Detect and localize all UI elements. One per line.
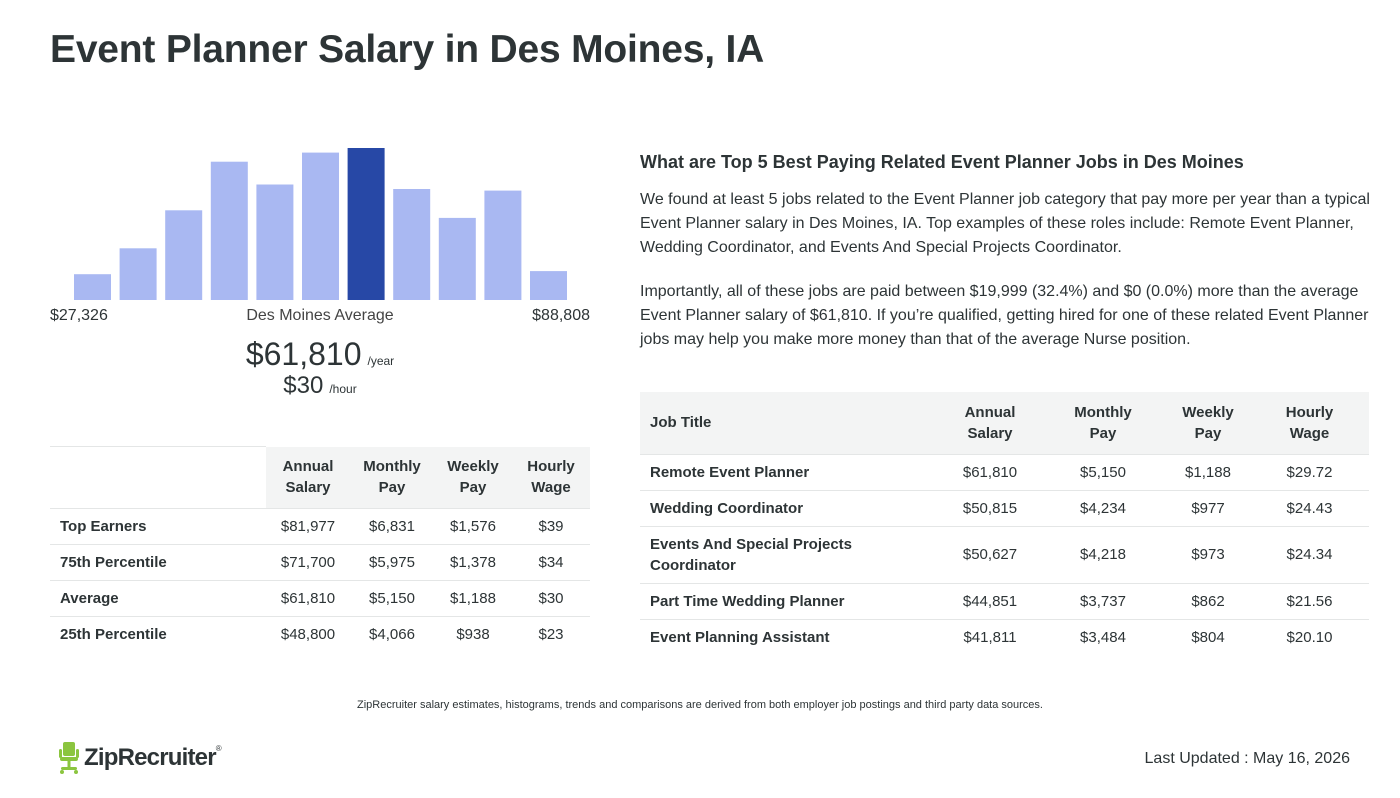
header-annual-salary: Annual Salary [940, 392, 1040, 454]
cell-annual: $44,851 [940, 582, 1040, 619]
cell-monthly: $4,066 [350, 616, 434, 653]
row-label: Average [50, 580, 266, 617]
cell-weekly: $938 [434, 616, 512, 653]
job-title: Event Planning Assistant [640, 618, 940, 655]
salary-histogram [74, 148, 567, 300]
header-weekly-pay: Weekly Pay [434, 446, 512, 509]
percentile-table: Annual Salary Monthly Pay Weekly Pay Hourly… [50, 446, 590, 653]
cell-monthly: $4,218 [1040, 525, 1166, 583]
data-source-footnote: ZipRecruiter salary estimates, histogram… [357, 699, 1043, 711]
table-row: Wedding Coordinator $50,815 $4,234 $977 … [640, 489, 1369, 526]
cell-hourly: $23 [512, 616, 590, 653]
job-title: Remote Event Planner [640, 453, 940, 490]
histogram-bar [302, 152, 339, 300]
cell-hourly: $30 [512, 580, 590, 617]
row-label: Top Earners [50, 508, 266, 545]
histogram-bar [530, 271, 567, 300]
related-jobs-paragraph-2: Importantly, all of these jobs are paid … [640, 283, 1369, 348]
header-monthly-pay: Monthly Pay [350, 446, 434, 509]
average-annual-unit: /year [367, 354, 395, 368]
cell-annual: $71,700 [266, 544, 350, 581]
row-label: 25th Percentile [50, 616, 266, 653]
average-hourly-value: $30 [283, 372, 324, 399]
table-header-row: Job Title Annual Salary Monthly Pay Weekly… [640, 392, 1369, 454]
table-row: Event Planning Assistant $41,811 $3,484 … [640, 618, 1369, 655]
histogram-bar [210, 161, 248, 300]
table-row: Average $61,810 $5,150 $1,188 $30 [50, 580, 590, 617]
cell-weekly: $973 [1166, 525, 1250, 583]
cell-monthly: $6,831 [350, 508, 434, 545]
related-jobs-heading: What are Top 5 Best Paying Related Event… [640, 152, 1244, 172]
table-row: Part Time Wedding Planner $44,851 $3,737… [640, 582, 1369, 619]
cell-monthly: $3,484 [1040, 618, 1166, 655]
header-job-title: Job Title [640, 392, 940, 454]
histogram-bar [256, 184, 294, 300]
header-weekly-pay: Weekly Pay [1166, 392, 1250, 454]
cell-hourly: $24.34 [1250, 525, 1369, 583]
table-row: Events And Special Projects Coordinator $… [640, 525, 1369, 583]
page-title: Event Planner Salary in Des Moines, IA [50, 28, 765, 71]
cell-hourly: $21.56 [1250, 582, 1369, 619]
histogram-bar [438, 217, 476, 300]
cell-hourly: $34 [512, 544, 590, 581]
cell-monthly: $5,975 [350, 544, 434, 581]
cell-annual: $50,627 [940, 525, 1040, 583]
cell-weekly: $1,188 [434, 580, 512, 617]
histogram-bar [393, 189, 431, 300]
header-hourly-wage: Hourly Wage [1250, 392, 1369, 454]
cell-weekly: $1,188 [1166, 453, 1250, 490]
cell-monthly: $5,150 [350, 580, 434, 617]
histogram-bar [74, 274, 111, 300]
related-jobs-table: Job Title Annual Salary Monthly Pay Weekly… [640, 392, 1369, 655]
cell-annual: $50,815 [940, 489, 1040, 526]
average-annual: $61,810/year [50, 336, 590, 373]
range-average-label: Des Moines Average [246, 307, 394, 324]
job-title: Part Time Wedding Planner [640, 582, 940, 619]
cell-hourly: $39 [512, 508, 590, 545]
cell-hourly: $29.72 [1250, 453, 1369, 490]
cell-weekly: $977 [1166, 489, 1250, 526]
cell-annual: $41,811 [940, 618, 1040, 655]
average-hourly: $30/hour [50, 372, 590, 400]
salary-range: $27,326 Des Moines Average $88,808 [50, 307, 590, 329]
cell-monthly: $4,234 [1040, 489, 1166, 526]
table-row: 75th Percentile $71,700 $5,975 $1,378 $3… [50, 544, 590, 581]
cell-weekly: $804 [1166, 618, 1250, 655]
cell-weekly: $862 [1166, 582, 1250, 619]
header-hourly-wage: Hourly Wage [512, 446, 590, 509]
average-hourly-unit: /hour [329, 382, 357, 396]
table-header-row: Annual Salary Monthly Pay Weekly Pay Hourly… [50, 446, 590, 509]
cell-annual: $61,810 [940, 453, 1040, 490]
range-min-label: $27,326 [50, 307, 108, 324]
histogram-bar-average [347, 148, 385, 300]
logo-text: ZipRecruiter® [84, 744, 222, 771]
chair-icon [59, 742, 79, 774]
cell-annual: $48,800 [266, 616, 350, 653]
related-jobs-paragraph-1: We found at least 5 jobs related to the … [640, 191, 1370, 256]
header-monthly-pay: Monthly Pay [1040, 392, 1166, 454]
histogram-bar [119, 248, 157, 300]
job-title: Wedding Coordinator [640, 489, 940, 526]
cell-monthly: $5,150 [1040, 453, 1166, 490]
table-row: 25th Percentile $48,800 $4,066 $938 $23 [50, 616, 590, 653]
job-title: Events And Special Projects Coordinator [640, 525, 940, 583]
table-row: Remote Event Planner $61,810 $5,150 $1,1… [640, 453, 1369, 490]
last-updated: Last Updated : May 16, 2026 [1144, 750, 1350, 767]
histogram-bar [484, 190, 522, 300]
cell-weekly: $1,378 [434, 544, 512, 581]
header-blank [50, 446, 266, 509]
average-annual-value: $61,810 [245, 336, 362, 372]
ziprecruiter-logo[interactable]: ZipRecruiter® [58, 740, 222, 776]
row-label: 75th Percentile [50, 544, 266, 581]
header-annual-salary: Annual Salary [266, 446, 350, 509]
cell-hourly: $24.43 [1250, 489, 1369, 526]
cell-weekly: $1,576 [434, 508, 512, 545]
histogram-bar [165, 210, 203, 300]
cell-monthly: $3,737 [1040, 582, 1166, 619]
range-max-label: $88,808 [532, 307, 590, 324]
table-row: Top Earners $81,977 $6,831 $1,576 $39 [50, 508, 590, 545]
cell-hourly: $20.10 [1250, 618, 1369, 655]
cell-annual: $61,810 [266, 580, 350, 617]
cell-annual: $81,977 [266, 508, 350, 545]
